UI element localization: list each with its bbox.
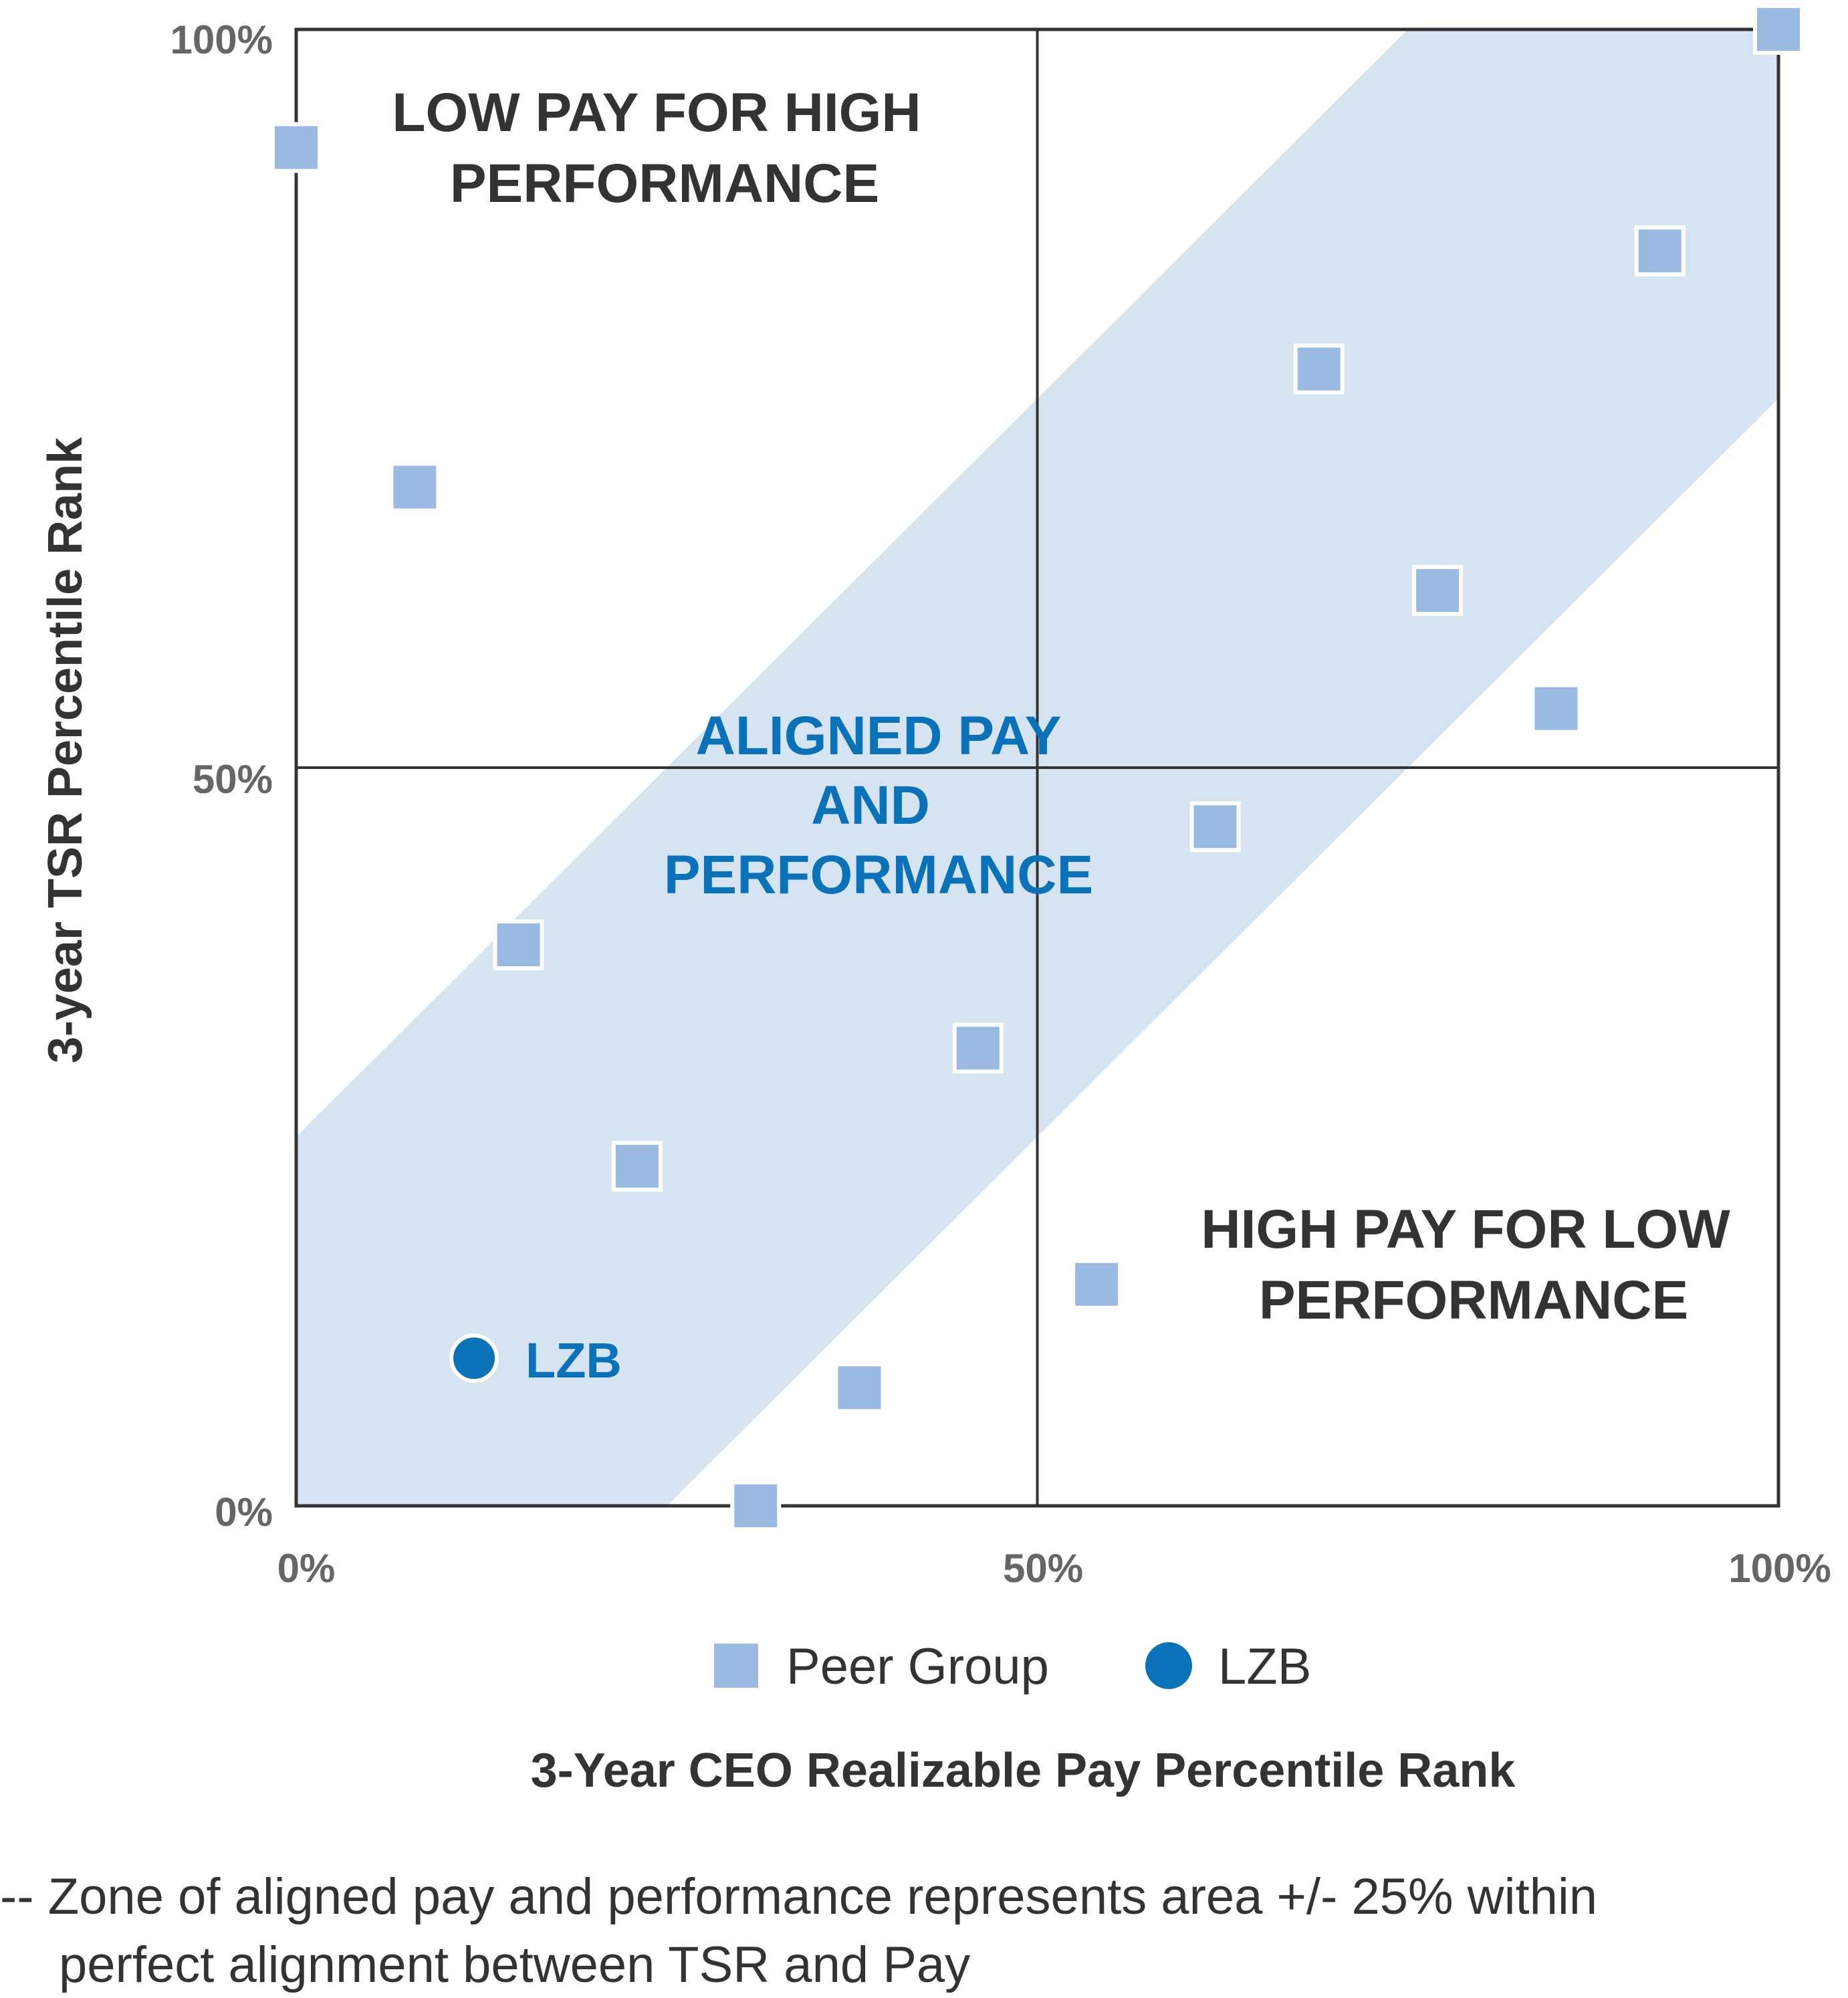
quadrant-label-top-left-line2: PERFORMANCE [450,153,879,214]
plot-frame [294,27,1780,1508]
peer-group-point-7 [952,1022,1004,1074]
peer-group-point-5 [730,1480,782,1531]
peer-group-point-4 [611,1141,663,1192]
peer-group-point-11 [1412,565,1464,617]
peer-group-point-2 [389,461,441,513]
y-tick-label-100: 100% [170,17,273,62]
x-axis-title: 3-Year CEO Realizable Pay Percentile Ran… [531,1744,1516,1797]
peer-group-point-14 [1753,4,1804,55]
x-tick-label-0: 0% [277,1546,336,1591]
lzb-point-label: LZB [526,1333,622,1388]
legend-lzb-swatch [1145,1642,1192,1689]
x-tick-label-100: 100% [1728,1546,1831,1591]
peer-group-point-9 [1189,801,1241,853]
x-tick-label-50: 50% [1003,1546,1083,1591]
y-tick-label-0: 0% [215,1490,273,1535]
data-markers [271,4,1804,1531]
legend-peer-group-label: Peer Group [786,1638,1049,1695]
quadrant-label-bottom-right-line2: PERFORMANCE [1259,1270,1688,1331]
quadrant-label-top-left-line1: LOW PAY FOR HIGH [392,82,921,143]
peer-group-point-10 [1293,343,1345,395]
y-axis-title: 3-year TSR Percentile Rank [39,437,92,1063]
peer-group-point-6 [834,1362,885,1414]
legend-lzb-label: LZB [1218,1638,1311,1695]
quadrant-label-bottom-right-line1: HIGH PAY FOR LOW [1201,1199,1730,1260]
quadrant-label-center-line2: AND [811,775,930,836]
footnote-line1: -- Zone of aligned pay and performance r… [0,1868,1597,1925]
peer-group-point-13 [1634,225,1686,277]
footnote-line2: perfect alignment between TSR and Pay [59,1936,970,1993]
legend-peer-group-swatch [714,1644,758,1688]
peer-group-point-1 [271,122,322,173]
y-tick-label-50: 50% [193,757,273,802]
quadrant-label-center-line3: PERFORMANCE [664,845,1093,905]
peer-group-point-8 [1071,1258,1123,1310]
lzb-point [449,1333,499,1383]
peer-group-point-3 [493,919,544,970]
quadrant-label-center-line1: ALIGNED PAY [696,705,1062,766]
peer-group-point-12 [1530,683,1582,734]
